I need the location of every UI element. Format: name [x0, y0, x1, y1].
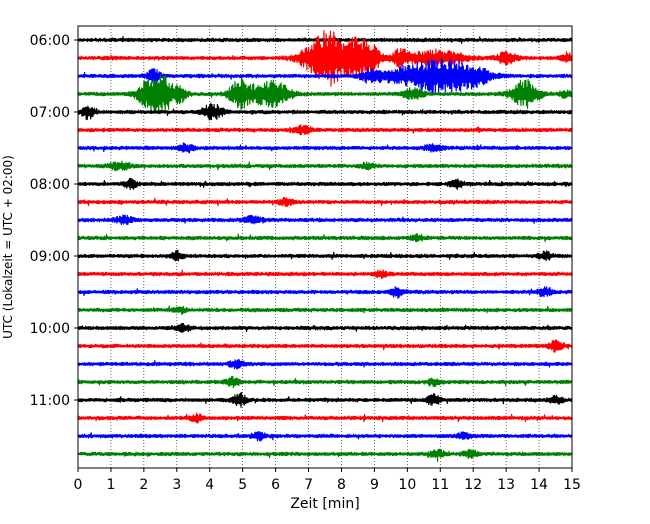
trace-1000 — [77, 322, 573, 333]
trace-0915 — [77, 269, 573, 280]
x-tick-label: 2 — [139, 477, 148, 493]
x-tick-label: 15 — [563, 477, 581, 493]
trace-0700 — [77, 102, 573, 121]
trace-1100 — [77, 392, 573, 408]
y-tick-label: 06:00 — [30, 33, 70, 49]
y-tick-label: 11:00 — [30, 393, 70, 409]
x-tick-label: 0 — [74, 477, 83, 493]
x-tick-label: 12 — [464, 477, 482, 493]
plot-frame — [77, 25, 573, 469]
seismogram-traces — [77, 30, 573, 462]
trace-0615 — [77, 30, 573, 87]
x-tick-label: 3 — [172, 477, 181, 493]
trace-0730 — [77, 142, 573, 154]
trace-0800 — [77, 177, 573, 191]
y-axis-ticks: 06:00 07:00 08:00 09:00 10:00 11:00 — [30, 33, 78, 409]
x-tick-label: 11 — [431, 477, 449, 493]
trace-1030 — [77, 359, 573, 370]
trace-0745 — [77, 160, 573, 172]
trace-0600 — [77, 36, 573, 45]
y-tick-label: 10:00 — [30, 321, 70, 337]
trace-1045 — [77, 375, 573, 389]
x-tick-label: 1 — [106, 477, 115, 493]
trace-1130 — [77, 430, 573, 442]
x-tick-label: 7 — [304, 477, 313, 493]
trace-0830 — [77, 214, 573, 226]
trace-0645 — [77, 74, 573, 115]
trace-1015 — [77, 339, 573, 353]
y-axis-label: UTC (Lokalzeit = UTC + 02:00) — [1, 155, 15, 339]
trace-1145 — [77, 448, 573, 462]
x-tick-label: 10 — [398, 477, 416, 493]
trace-0715 — [77, 124, 573, 136]
y-tick-label: 09:00 — [30, 249, 70, 265]
trace-0900 — [77, 249, 573, 262]
y-tick-label: 08:00 — [30, 177, 70, 193]
x-tick-label: 8 — [337, 477, 346, 493]
x-tick-label: 13 — [497, 477, 515, 493]
x-axis-ticks: 0 1 2 3 4 5 6 7 8 9 10 11 12 13 14 15 — [74, 468, 581, 493]
x-tick-label: 5 — [238, 477, 247, 493]
y-tick-label: 07:00 — [30, 105, 70, 121]
x-axis-label: Zeit [min] — [290, 496, 359, 512]
trace-0930 — [77, 286, 573, 299]
trace-0845 — [77, 233, 573, 243]
trace-0815 — [77, 196, 573, 208]
x-tick-label: 4 — [205, 477, 214, 493]
x-tick-label: 14 — [530, 477, 548, 493]
x-tick-label: 9 — [370, 477, 379, 493]
x-tick-label: 6 — [271, 477, 280, 493]
trace-0630 — [77, 58, 573, 94]
trace-1115 — [77, 412, 573, 424]
trace-0945 — [77, 305, 573, 315]
